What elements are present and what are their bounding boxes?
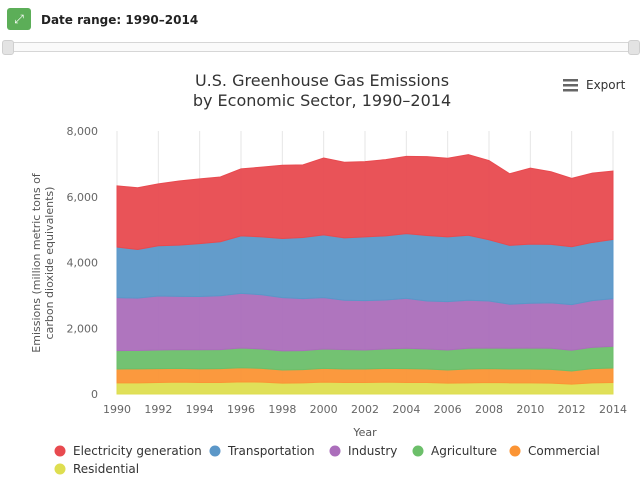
legend-item-transportation[interactable]: Transportation	[209, 444, 315, 458]
y-tick-label: 2,000	[67, 322, 99, 335]
chart-title-line2: by Economic Sector, 1990–2014	[193, 91, 451, 110]
export-button[interactable]: Export	[563, 78, 626, 92]
legend-item-residential[interactable]: Residential	[54, 462, 140, 476]
date-range-label: Date range: 1990–2014	[41, 13, 199, 27]
y-axis-label-line2: carbon dioxide equivalents)	[43, 187, 56, 340]
x-tick-label: 2004	[392, 403, 420, 416]
y-tick-label: 6,000	[67, 191, 99, 204]
x-tick-label: 2002	[351, 403, 379, 416]
area-electricity-generation[interactable]	[116, 154, 614, 251]
export-label: Export	[586, 78, 626, 92]
x-tick-label: 1992	[144, 403, 172, 416]
legend-marker	[509, 445, 521, 457]
area-commercial[interactable]	[116, 367, 614, 385]
legend-item-agriculture[interactable]: Agriculture	[412, 444, 498, 458]
legend-marker	[54, 463, 66, 475]
y-axis-label-line1: Emissions (million metric tons of	[30, 172, 43, 352]
legend-item-commercial[interactable]: Commercial	[509, 444, 600, 458]
legend-item-electricity-generation[interactable]: Electricity generation	[54, 444, 202, 458]
x-tick-label: 1998	[268, 403, 296, 416]
hamburger-menu-icon	[563, 79, 578, 92]
legend-label: Commercial	[528, 444, 600, 458]
legend-marker	[412, 445, 424, 457]
x-tick-label: 2014	[599, 403, 627, 416]
x-tick-label: 1990	[103, 403, 131, 416]
legend-label: Industry	[348, 444, 397, 458]
y-tick-label: 0	[91, 388, 98, 401]
x-axis-label: Year	[352, 426, 377, 439]
x-tick-label: 2000	[310, 403, 338, 416]
x-tick-label: 2006	[434, 403, 462, 416]
x-tick-label: 1994	[186, 403, 214, 416]
y-tick-label: 8,000	[67, 125, 99, 138]
legend-label: Electricity generation	[73, 444, 202, 458]
x-tick-label: 2008	[475, 403, 503, 416]
legend-label: Agriculture	[431, 444, 497, 458]
y-tick-label: 4,000	[67, 257, 99, 270]
legend-label: Transportation	[227, 444, 315, 458]
legend-marker	[54, 445, 66, 457]
slider-handle-start[interactable]	[2, 40, 14, 55]
legend-item-industry[interactable]: Industry	[329, 444, 398, 458]
x-tick-label: 1996	[227, 403, 255, 416]
x-tick-label: 2012	[558, 403, 586, 416]
legend-marker	[209, 445, 221, 457]
date-range-slider[interactable]	[2, 40, 640, 55]
legend-marker	[329, 445, 341, 457]
x-tick-label: 2010	[516, 403, 544, 416]
expand-icon[interactable]: ⤢	[7, 8, 31, 30]
legend-label: Residential	[73, 462, 139, 476]
chart-title-line1: U.S. Greenhouse Gas Emissions	[195, 71, 449, 90]
area-residential[interactable]	[116, 381, 614, 395]
